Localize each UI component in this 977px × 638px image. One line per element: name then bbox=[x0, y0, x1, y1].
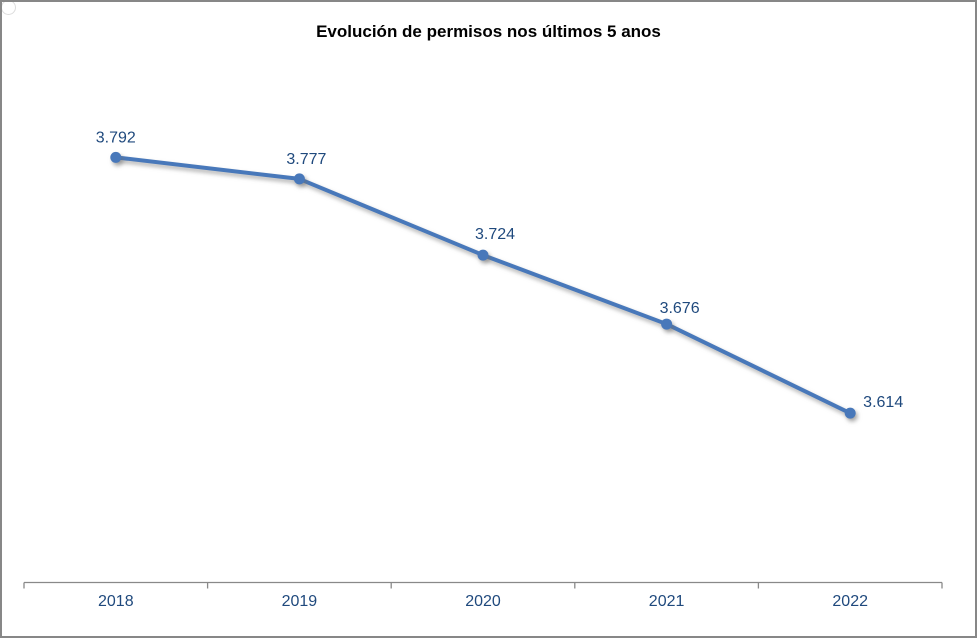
data-point-marker bbox=[477, 249, 489, 261]
chart-title: Evolución de permisos nos últimos 5 anos bbox=[316, 22, 661, 41]
x-axis-label: 2021 bbox=[649, 593, 685, 610]
x-axis-label: 2018 bbox=[98, 593, 134, 610]
data-point-label: 3.792 bbox=[96, 129, 136, 146]
data-point-marker bbox=[110, 151, 122, 163]
data-point-marker bbox=[293, 173, 305, 185]
data-point-marker bbox=[844, 407, 856, 419]
data-series-line bbox=[113, 155, 853, 416]
data-point-marker bbox=[661, 318, 673, 330]
data-point-label: 3.777 bbox=[286, 151, 326, 168]
corner-circle-decoration bbox=[2, 2, 16, 15]
x-axis-label: 2019 bbox=[282, 593, 318, 610]
data-point-label: 3.614 bbox=[863, 394, 903, 411]
data-point-label: 3.676 bbox=[660, 300, 700, 317]
data-point-label: 3.724 bbox=[475, 226, 515, 243]
x-axis-label: 2022 bbox=[832, 593, 868, 610]
x-axis-label: 2020 bbox=[465, 593, 501, 610]
